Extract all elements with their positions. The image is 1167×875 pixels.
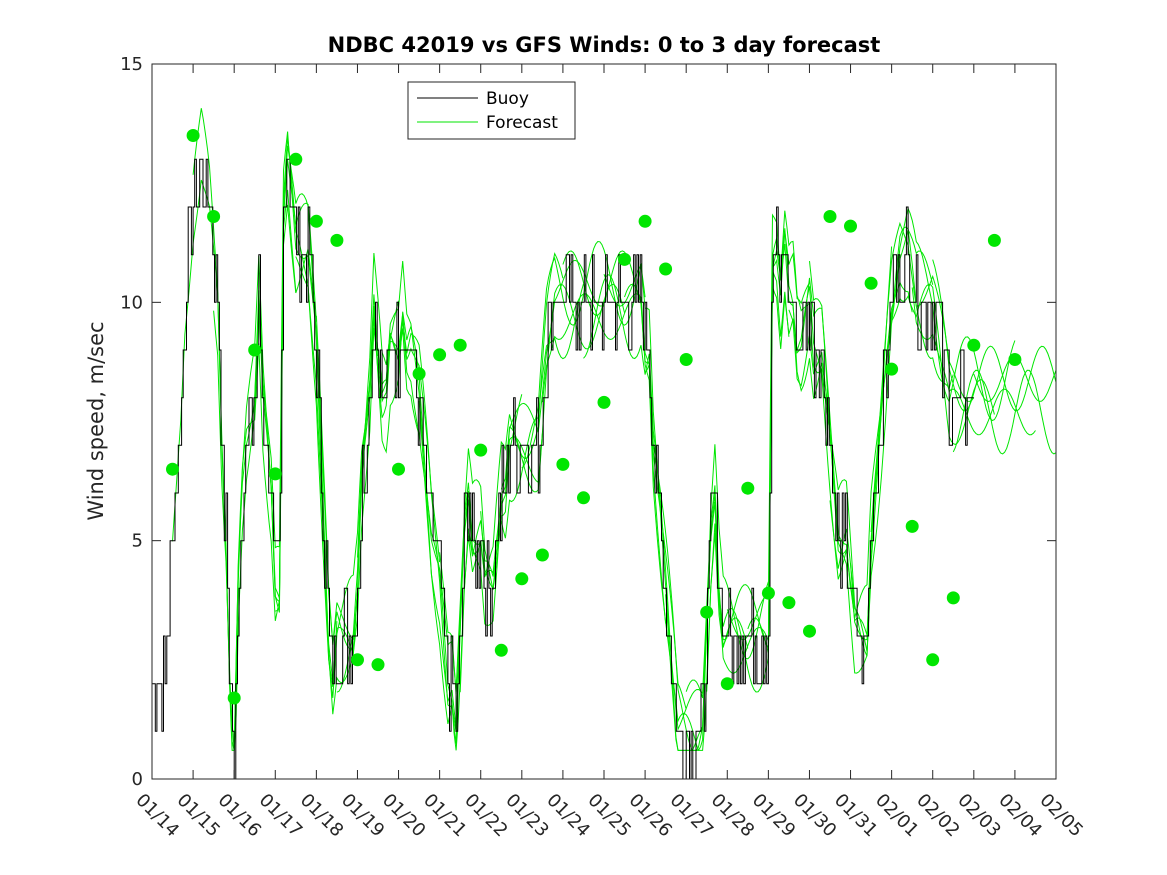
forecast-marker [987, 233, 1001, 247]
y-tick-label: 0 [132, 769, 143, 790]
forecast-series-line [521, 240, 646, 469]
forecast-marker [618, 252, 631, 266]
forecast-marker [782, 596, 796, 610]
forecast-marker [166, 462, 179, 476]
legend-box [407, 81, 576, 140]
forecast-marker [844, 219, 857, 233]
forecast-marker [679, 353, 693, 366]
x-tick-label: 01/21 [419, 790, 471, 842]
y-tick-label: 10 [120, 292, 143, 313]
forecast-marker [926, 653, 940, 667]
forecast-series-line [233, 131, 358, 747]
forecast-marker [309, 214, 323, 228]
forecast-marker [412, 367, 426, 381]
x-tick-label: 01/23 [501, 790, 553, 842]
x-tick-label: 02/03 [953, 790, 1005, 842]
x-tick-label: 01/25 [583, 790, 635, 842]
x-tick-label: 02/04 [994, 790, 1046, 842]
x-tick-label: 01/26 [625, 790, 677, 842]
x-tick-label: 01/30 [789, 790, 841, 842]
forecast-series-line [562, 250, 687, 710]
forecast-marker [577, 491, 590, 505]
forecast-marker [207, 210, 221, 223]
forecast-marker [535, 548, 549, 562]
forecast-marker [905, 519, 919, 533]
forecast-marker [494, 643, 508, 657]
x-tick-label: 01/29 [748, 790, 800, 842]
forecast-marker [803, 624, 816, 638]
x-tick-label: 02/05 [1035, 790, 1087, 842]
x-tick-label: 01/18 [296, 790, 348, 842]
forecast-marker [330, 233, 344, 247]
x-tick-label: 02/01 [871, 790, 923, 842]
forecast-marker [864, 276, 878, 290]
forecast-marker [823, 210, 837, 223]
x-tick-label: 01/31 [830, 790, 882, 842]
y-axis-label: Wind speed, m/sec [84, 321, 108, 520]
forecast-series-line [480, 259, 605, 591]
x-tick-label: 02/02 [912, 790, 964, 842]
forecast-marker [700, 605, 714, 619]
chart-title: NDBC 42019 vs GFS Winds: 0 to 3 day fore… [328, 33, 881, 57]
legend-forecast-label: Forecast [486, 113, 558, 133]
forecast-marker [351, 653, 364, 667]
forecast-marker [659, 262, 673, 276]
forecast-marker [371, 658, 385, 672]
forecast-marker [946, 591, 960, 605]
forecast-markers [166, 129, 1022, 705]
buoy-series-line [152, 158, 974, 780]
forecast-marker [474, 443, 488, 457]
x-tick-label: 01/20 [378, 790, 430, 842]
forecast-marker [227, 691, 241, 705]
y-tick-label: 15 [120, 54, 143, 75]
y-axis-ticks: 0 5 10 15 [120, 54, 1056, 790]
forecast-marker [720, 677, 734, 691]
forecast-marker [268, 467, 282, 481]
forecast-marker [761, 586, 775, 600]
forecast-marker [433, 348, 447, 362]
forecast-marker [1008, 353, 1022, 366]
forecast-series-line [459, 283, 584, 693]
forecast-marker [597, 395, 611, 409]
forecast-marker [186, 129, 200, 142]
forecast-series-line [809, 228, 934, 619]
x-tick-label: 01/28 [707, 790, 759, 842]
x-tick-label: 01/19 [337, 790, 389, 842]
x-tick-label: 01/24 [542, 790, 594, 842]
y-tick-label: 5 [132, 531, 143, 552]
x-tick-label: 01/15 [173, 790, 225, 842]
forecast-series-line [439, 252, 564, 695]
plot-area [152, 64, 1056, 779]
forecast-series-line [315, 252, 441, 650]
x-tick-label: 01/22 [460, 790, 512, 842]
forecast-marker [967, 338, 981, 352]
forecast-marker [556, 457, 570, 471]
forecast-marker [289, 152, 303, 166]
x-tick-label: 01/27 [666, 790, 718, 842]
forecast-marker [638, 214, 652, 228]
forecast-marker [248, 343, 262, 357]
forecast-series-line [500, 283, 625, 493]
forecast-series-line [624, 283, 749, 751]
forecast-series-line [932, 259, 1057, 412]
buoy-line [152, 158, 974, 780]
legend: Buoy Forecast [407, 81, 576, 140]
forecast-marker [392, 462, 405, 476]
x-tick-label: 01/16 [214, 790, 266, 842]
forecast-marker [453, 338, 467, 352]
forecast-series-line [850, 221, 975, 641]
forecast-marker [885, 362, 899, 376]
x-tick-label: 01/17 [255, 790, 307, 842]
forecast-series-line [891, 206, 1016, 422]
forecast-marker [515, 572, 529, 586]
forecast-marker [741, 481, 755, 495]
x-tick-label: 01/14 [131, 790, 183, 842]
legend-buoy-label: Buoy [486, 89, 529, 109]
